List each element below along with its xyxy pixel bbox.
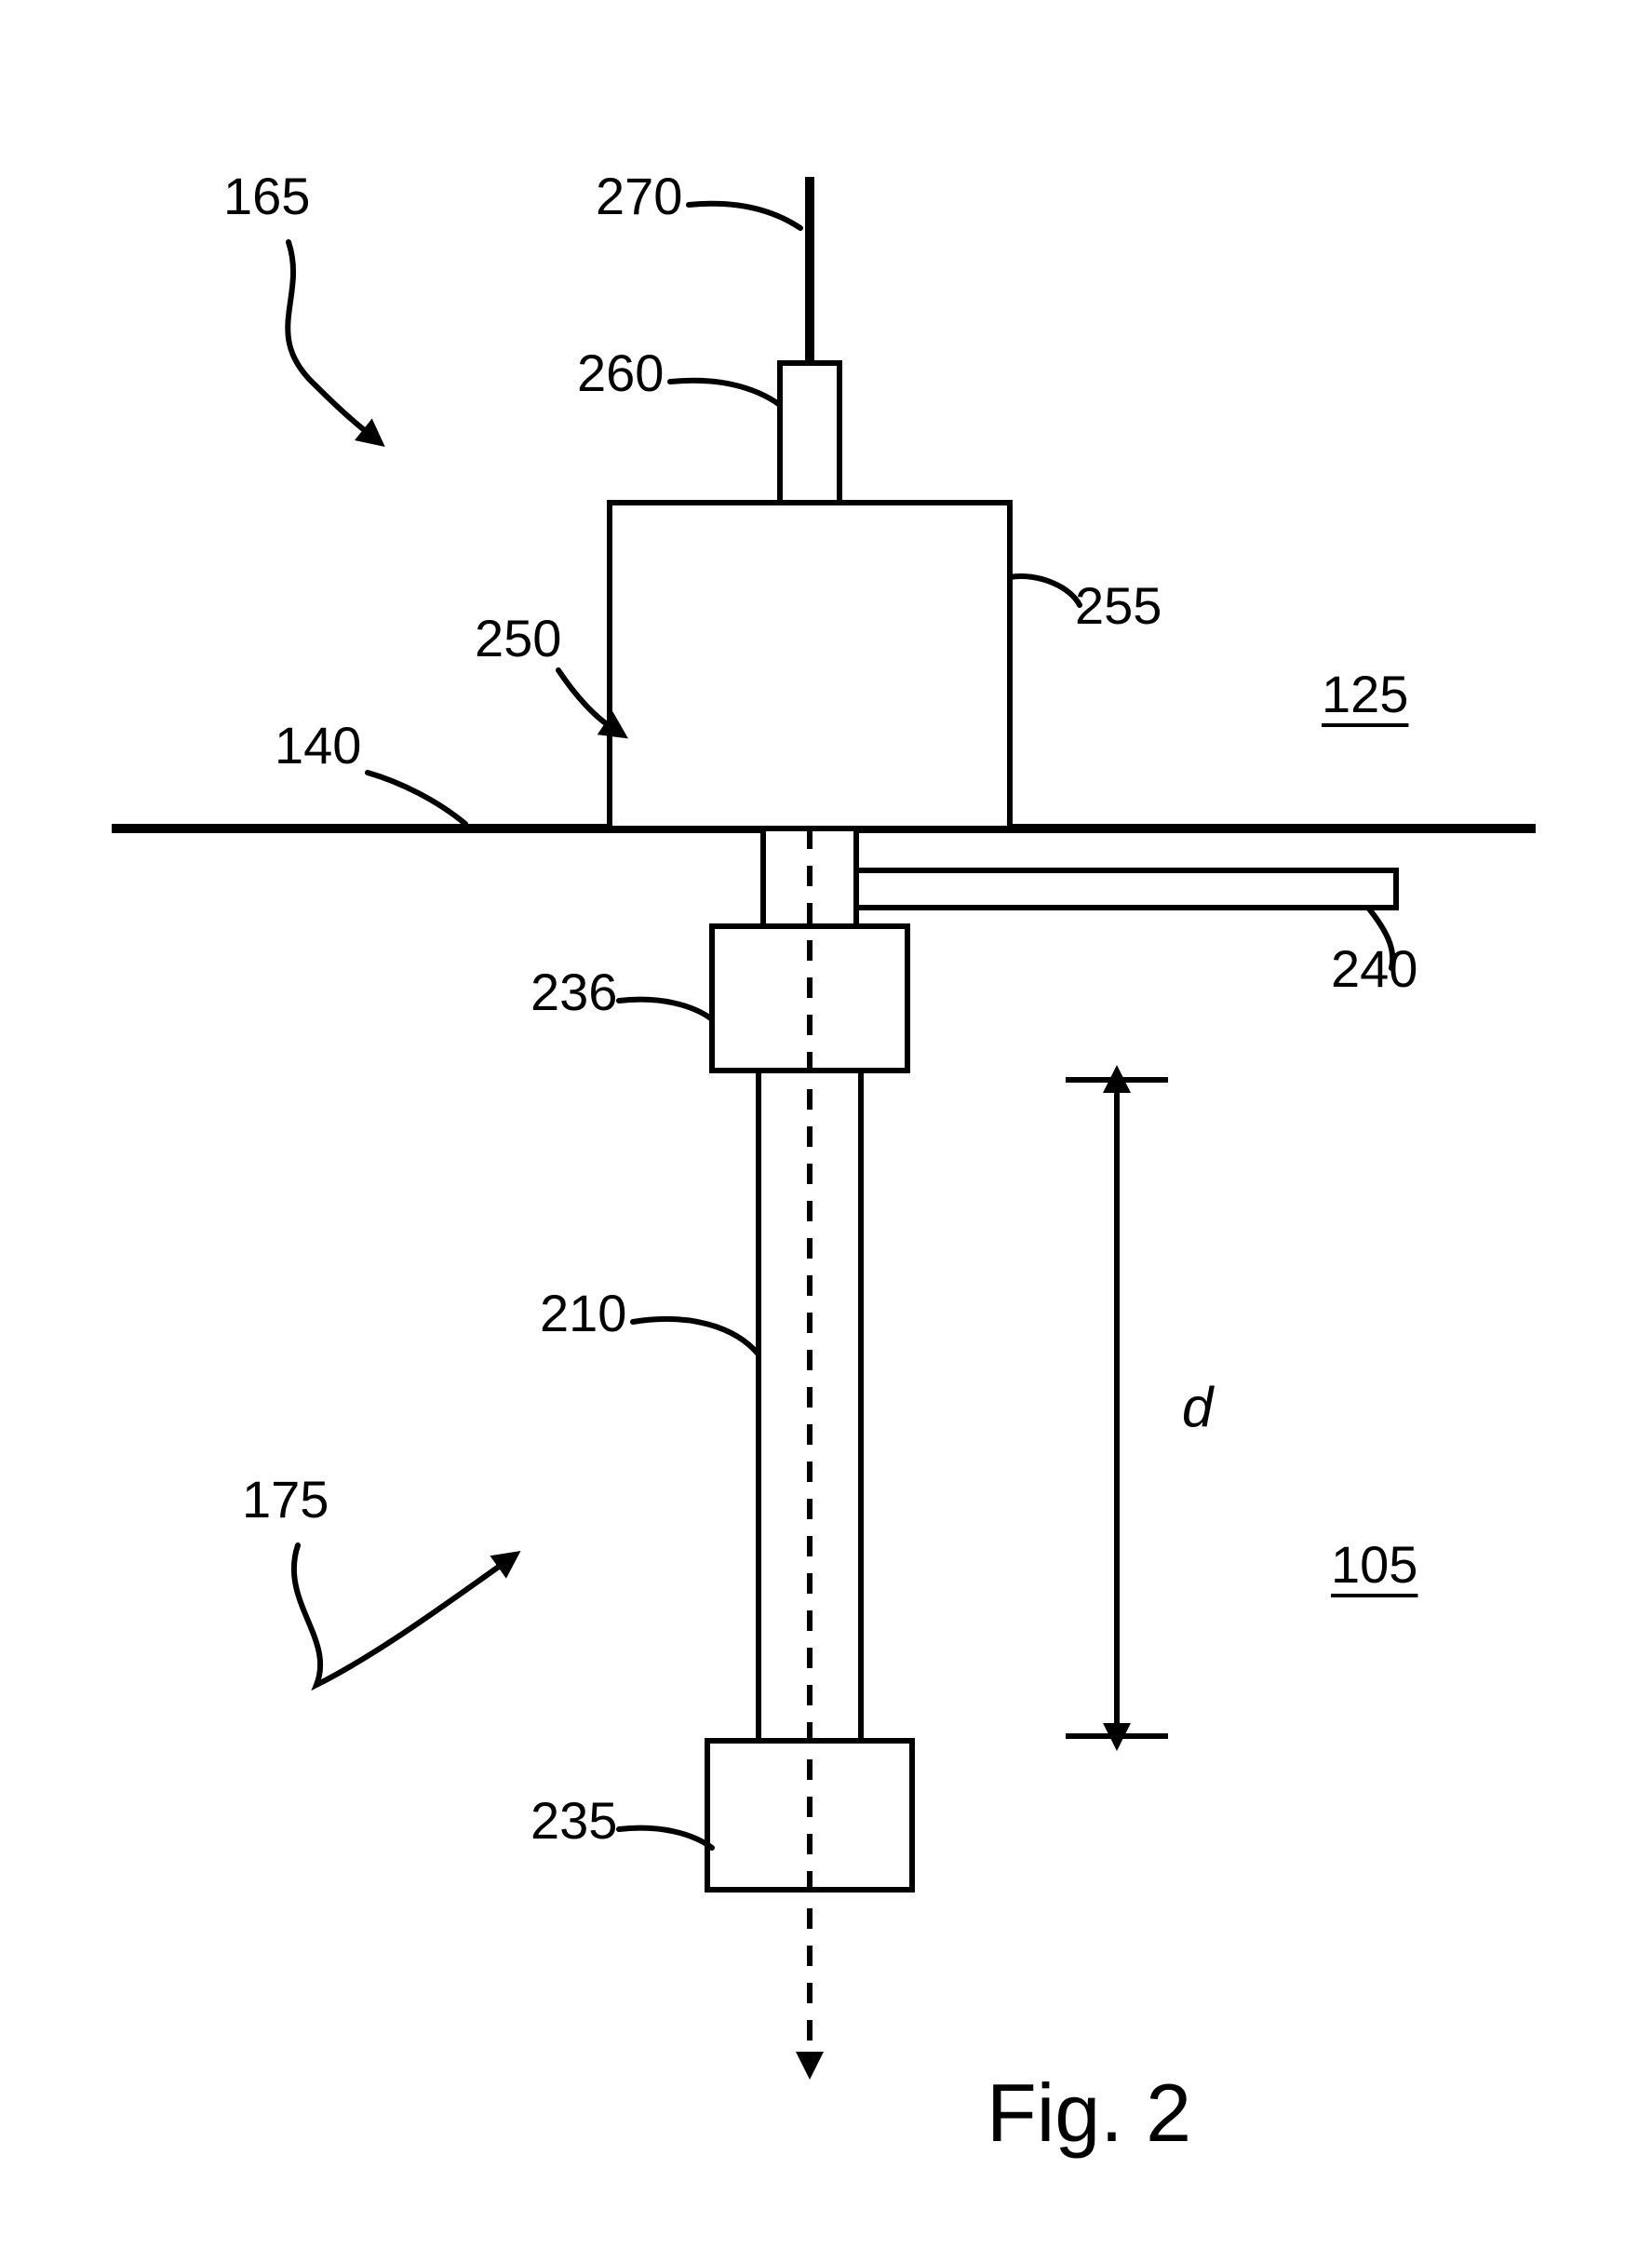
a250-leader [558, 670, 610, 726]
a140-label: 140 [275, 716, 361, 775]
a235-leader [619, 1828, 712, 1848]
a125-label: 125 [1322, 665, 1408, 723]
a165-leader [288, 242, 368, 433]
a236-leader [619, 1000, 712, 1019]
a270-label: 270 [596, 167, 682, 225]
a236-label: 236 [531, 963, 617, 1021]
a270-leader [689, 204, 800, 228]
a240-label: 240 [1331, 939, 1417, 998]
a140-leader [368, 773, 465, 824]
a210-label: 210 [540, 1284, 626, 1342]
figure-caption: Fig. 2 [987, 2067, 1191, 2159]
a250-label: 250 [475, 609, 561, 667]
a210-leader [633, 1319, 759, 1354]
dimension-d-label: d [1182, 1377, 1215, 1439]
a105-label: 105 [1331, 1535, 1417, 1594]
a255-label: 255 [1075, 576, 1162, 635]
a175-leader [294, 1545, 503, 1685]
a165-label: 165 [223, 167, 310, 225]
a260-label: 260 [577, 343, 664, 402]
a175-label: 175 [242, 1470, 329, 1529]
a260-leader [670, 381, 780, 405]
a255-leader [1010, 576, 1080, 605]
a235-label: 235 [531, 1791, 617, 1850]
